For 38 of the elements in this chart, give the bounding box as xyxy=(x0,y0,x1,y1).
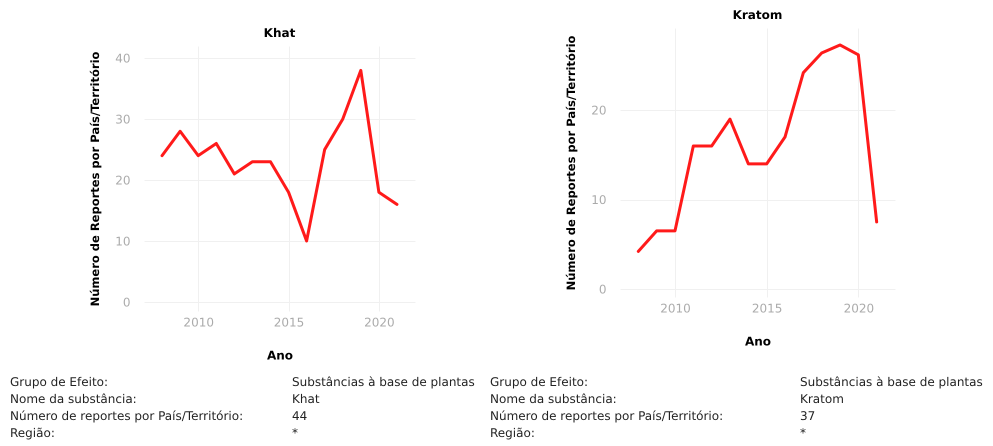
text: Nome da substância: xyxy=(490,392,618,407)
x-axis-title: Ano xyxy=(266,348,294,362)
chart-title: Kratom xyxy=(732,8,782,22)
y-tick-label: 20 xyxy=(591,104,606,118)
text: 44 xyxy=(292,409,308,423)
text: * xyxy=(292,426,298,440)
chart-title: Khat xyxy=(264,26,296,40)
y-tick-label: 0 xyxy=(598,282,606,296)
text: * xyxy=(800,426,807,441)
line-series xyxy=(636,43,878,253)
x-tick-label: 2020 xyxy=(844,302,874,316)
x-axis-title: Ano xyxy=(744,334,772,348)
text: Grupo de Efeito: xyxy=(10,375,110,390)
text: Número de reportes por País/Território: xyxy=(490,409,724,424)
text: Número de reportes por País/Território: xyxy=(10,409,244,424)
x-tick-label: 2010 xyxy=(660,302,691,316)
y-tick-label: 10 xyxy=(115,234,130,248)
line-series xyxy=(160,68,398,242)
text: Substâncias à base de plantas xyxy=(800,375,984,390)
text: Substâncias à base de plantas xyxy=(292,375,475,389)
text: Região: xyxy=(10,426,56,441)
y-tick-label: 0 xyxy=(122,295,130,310)
x-tick-label: 2015 xyxy=(752,302,782,316)
y-tick-label: 30 xyxy=(115,112,130,127)
y-tick-label: 20 xyxy=(115,174,130,188)
y-axis-title: Número de Reportes por País/Território xyxy=(88,52,102,306)
text: Kratom xyxy=(800,392,845,407)
y-tick-label: 40 xyxy=(115,52,130,66)
x-tick-label: 2015 xyxy=(274,316,304,330)
text: Região: xyxy=(490,426,536,441)
text: Nome da substância: xyxy=(10,392,138,407)
text: 37 xyxy=(800,409,816,424)
x-tick-label: 2010 xyxy=(183,316,214,330)
x-tick-label: 2020 xyxy=(364,316,395,330)
y-axis-title: Número de Reportes por País/Território xyxy=(564,36,578,290)
text: Grupo de Efeito: xyxy=(490,375,590,390)
y-tick-label: 10 xyxy=(591,193,606,208)
text: Khat xyxy=(292,392,320,406)
